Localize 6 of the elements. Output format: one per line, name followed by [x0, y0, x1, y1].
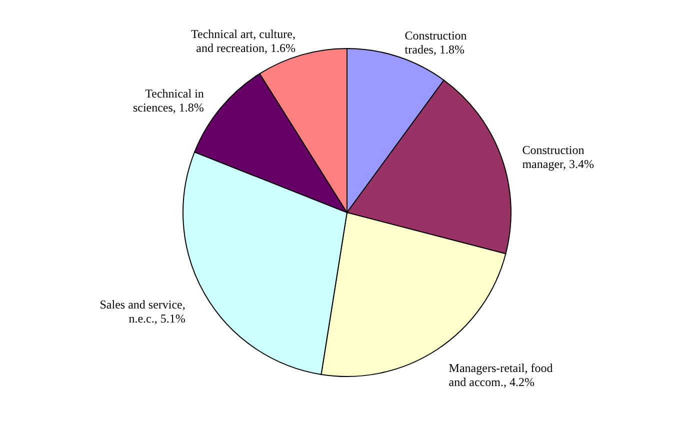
slice-label: Technical art, culture, and recreation, 1.6% [191, 26, 296, 55]
slice-label: Construction trades, 1.8% [404, 28, 467, 57]
slice-label: Construction manager, 3.4% [522, 143, 594, 172]
slice-label: Technical in sciences, 1.8% [132, 86, 204, 115]
slice-label: Sales and service, n.e.c., 5.1% [100, 298, 186, 326]
slice-label: Managers-retail, food and accom., 4.2% [448, 361, 553, 390]
